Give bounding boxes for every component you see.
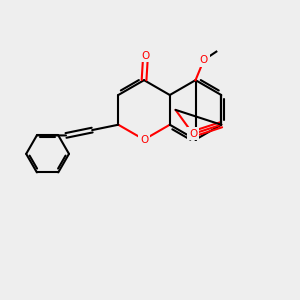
Text: O: O: [141, 51, 150, 61]
Text: O: O: [200, 55, 208, 65]
Text: O: O: [140, 135, 148, 145]
Text: O: O: [189, 129, 197, 139]
